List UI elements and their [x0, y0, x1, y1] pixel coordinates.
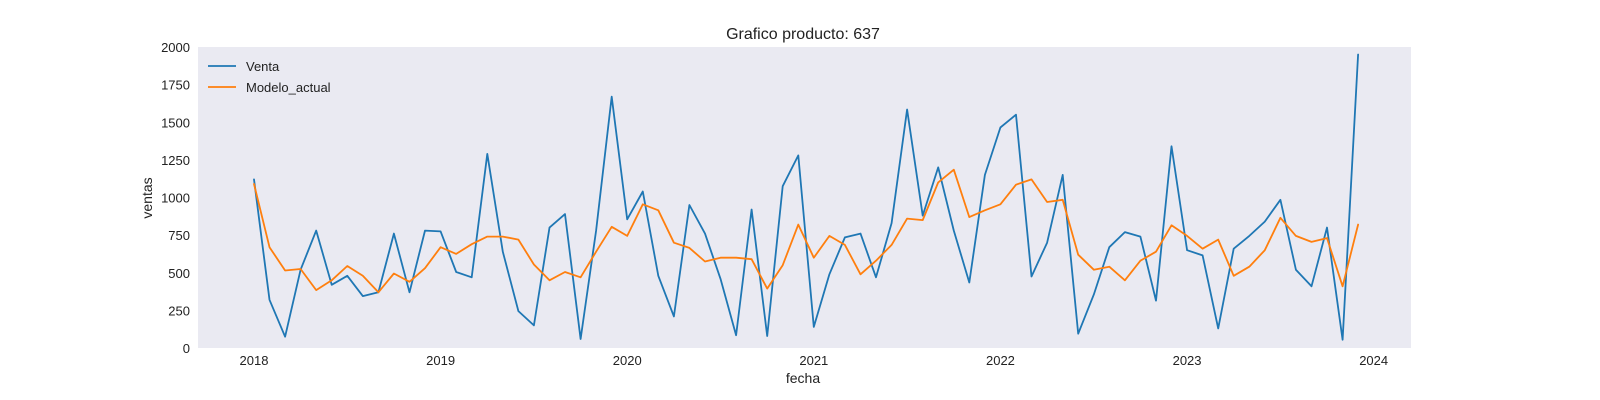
y-axis-ticks: 0 250 500 750 1000 1250 1500 1750 2000	[161, 40, 190, 356]
y-tick-label: 1500	[161, 115, 190, 130]
x-tick-label: 2020	[613, 353, 642, 368]
y-tick-label: 1250	[161, 153, 190, 168]
y-tick-label: 2000	[161, 40, 190, 55]
y-tick-label: 500	[168, 266, 190, 281]
x-axis-label: fecha	[786, 370, 820, 386]
x-tick-label: 2018	[240, 353, 269, 368]
legend-label: Modelo_actual	[246, 80, 331, 95]
x-tick-label: 2023	[1173, 353, 1202, 368]
y-axis-label: ventas	[139, 177, 155, 218]
x-tick-label: 2022	[986, 353, 1015, 368]
chart-title: Grafico producto: 637	[726, 26, 880, 43]
series-line-modelo-actual	[253, 168, 1359, 294]
y-tick-label: 250	[168, 303, 190, 318]
plot-area	[198, 47, 1411, 348]
x-tick-label: 2024	[1359, 353, 1388, 368]
legend-label: Venta	[246, 59, 280, 74]
y-tick-label: 750	[168, 228, 190, 243]
x-tick-label: 2021	[799, 353, 828, 368]
y-tick-label: 0	[183, 341, 190, 356]
series-lines	[253, 53, 1359, 341]
legend: Venta Modelo_actual	[208, 59, 331, 95]
y-tick-label: 1750	[161, 78, 190, 93]
x-tick-label: 2019	[426, 353, 455, 368]
x-axis-ticks: 2018 2019 2020 2021 2022 2023 2024	[240, 353, 1389, 368]
y-tick-label: 1000	[161, 191, 190, 206]
